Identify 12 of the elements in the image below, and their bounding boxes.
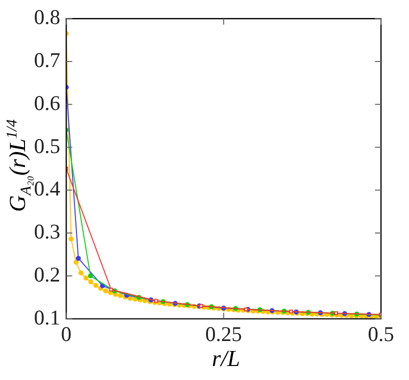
x-axis-title: r/L (210, 346, 242, 372)
y-tick-label: 0.5 (34, 134, 60, 158)
y-tick-label: 0.3 (34, 220, 60, 244)
y-tick-label: 0.8 (34, 5, 60, 30)
y-tick-label: 0.1 (34, 305, 60, 330)
y-tick-label: 0.4 (34, 176, 61, 201)
x-tick-label: 0.5 (368, 322, 394, 346)
x-tick-label: 0.25 (205, 322, 242, 346)
x-tick-label: 0 (61, 322, 72, 346)
y-tick-label: 0.6 (34, 90, 60, 115)
y-tick-label: 0.2 (34, 262, 60, 286)
y-tick-label: 0.7 (34, 48, 60, 72)
